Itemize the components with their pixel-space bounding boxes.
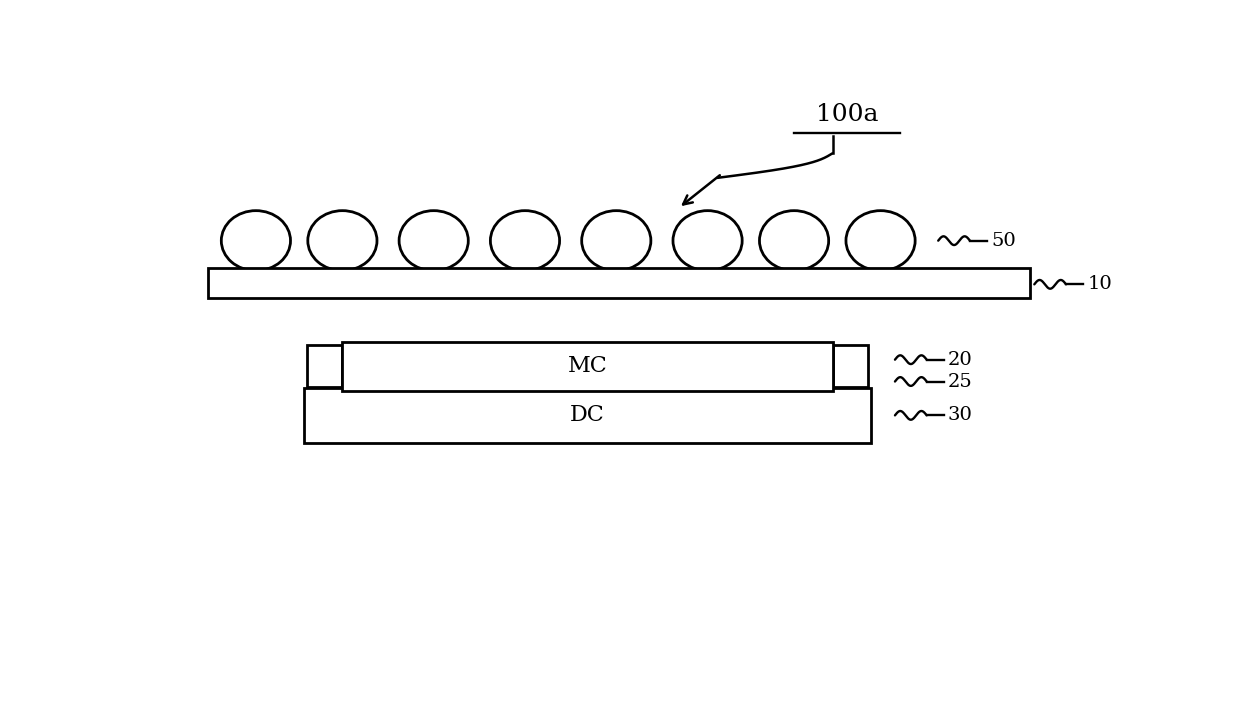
Bar [768,364,828,391]
Text: 30: 30 [947,406,972,425]
Ellipse shape [759,211,828,271]
Text: DC: DC [570,404,605,426]
Bar [342,364,403,391]
Text: 25: 25 [947,372,972,391]
Ellipse shape [308,211,377,271]
Text: 10: 10 [1087,275,1112,294]
Ellipse shape [221,211,290,271]
Ellipse shape [399,211,469,271]
Text: 20: 20 [947,351,972,369]
Ellipse shape [582,211,651,271]
Ellipse shape [846,211,915,271]
Bar [342,342,832,391]
Text: 50: 50 [991,232,1016,250]
Bar [208,268,1029,298]
Ellipse shape [490,211,559,271]
Text: 100a: 100a [816,103,878,126]
Text: MC: MC [568,355,608,377]
Bar [306,345,342,387]
Bar [304,388,870,442]
Ellipse shape [673,211,743,271]
Bar [832,345,868,387]
